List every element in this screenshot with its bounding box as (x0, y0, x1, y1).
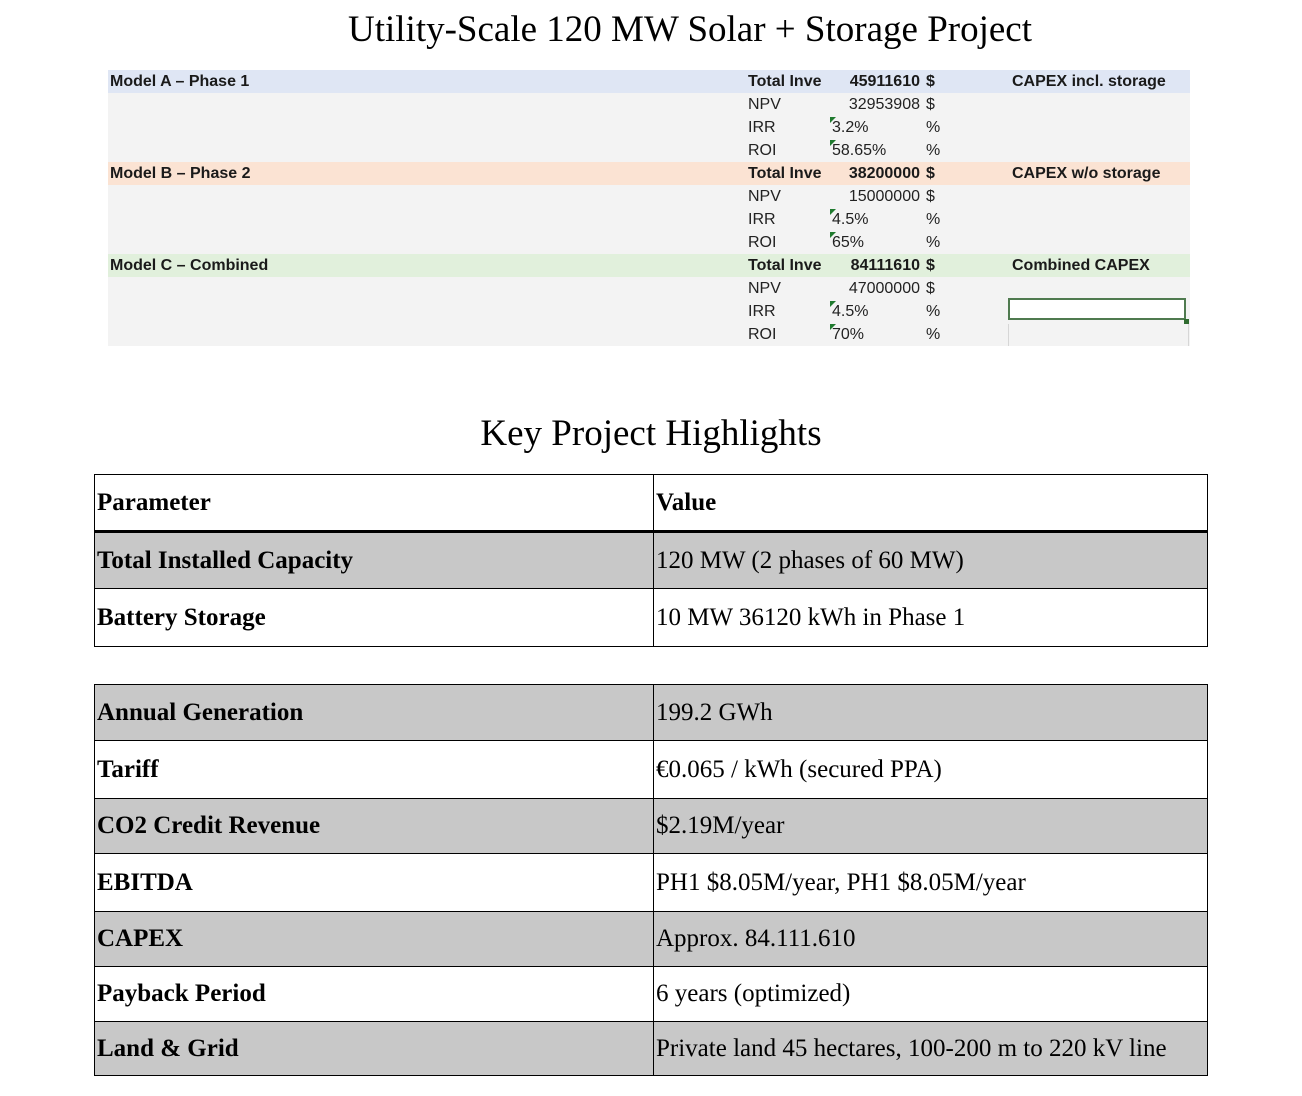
row-parameter: CO2 Credit Revenue (94, 798, 654, 854)
row-parameter: Land & Grid (94, 1021, 654, 1076)
header-value: Value (653, 474, 1208, 533)
table-row: Battery Storage 10 MW 36120 kWh in Phase… (94, 588, 1208, 647)
model-c-roi-value: 70% (832, 326, 865, 343)
model-b-body (108, 185, 1190, 254)
table-row: EBITDA PH1 $8.05M/year, PH1 $8.05M/year (94, 853, 1208, 912)
row-value: Private land 45 hectares, 100-200 m to 2… (653, 1021, 1208, 1076)
row-parameter: Battery Storage (94, 588, 654, 647)
model-a-total-label: Total Inve (748, 73, 822, 90)
model-c-npv-unit: $ (926, 280, 935, 297)
row-value: 199.2 GWh (653, 684, 1208, 741)
model-a-npv-value: 32953908 (848, 96, 920, 113)
number-as-text-flag-icon (830, 117, 836, 123)
model-a-roi-unit: % (926, 142, 941, 159)
row-value: $2.19M/year (653, 798, 1208, 854)
model-b-total-unit: $ (926, 165, 935, 182)
row-value: €0.065 / kWh (secured PPA) (653, 740, 1208, 799)
row-parameter: Annual Generation (94, 684, 654, 741)
table-row: Land & Grid Private land 45 hectares, 10… (94, 1021, 1208, 1076)
model-c-irr-value: 4.5% (832, 303, 869, 320)
model-a-total-unit: $ (926, 73, 935, 90)
row-parameter: Total Installed Capacity (94, 531, 654, 589)
row-value: 120 MW (2 phases of 60 MW) (653, 531, 1208, 589)
model-b-npv-label: NPV (748, 188, 781, 205)
model-a-note: CAPEX incl. storage (1012, 73, 1166, 90)
model-c-total-unit: $ (926, 257, 935, 274)
model-c-name: Model C – Combined (110, 257, 269, 274)
number-as-text-flag-icon (830, 301, 836, 307)
model-b-irr-unit: % (926, 211, 941, 228)
fill-handle[interactable] (1184, 319, 1189, 324)
model-a-total-value: 45911610 (849, 73, 920, 90)
model-a-npv-unit: $ (926, 96, 935, 113)
number-as-text-flag-icon (830, 324, 836, 330)
model-b-total-value: 38200000 (848, 165, 920, 182)
model-c-total-value: 84111610 (850, 257, 920, 274)
table-row: CO2 Credit Revenue $2.19M/year (94, 798, 1208, 854)
highlights-table-1: Parameter Value Total Installed Capacity… (94, 474, 1208, 647)
column-gridline (1188, 324, 1189, 346)
model-b-roi-unit: % (926, 234, 941, 251)
model-a-irr-value: 3.2% (832, 119, 869, 136)
header-parameter: Parameter (94, 474, 654, 533)
model-c-header-row (108, 254, 1190, 277)
row-value: PH1 $8.05M/year, PH1 $8.05M/year (653, 853, 1208, 912)
selected-cell[interactable] (1008, 298, 1186, 320)
row-parameter: CAPEX (94, 911, 654, 967)
model-b-irr-value: 4.5% (832, 211, 869, 228)
model-c-npv-value: 47000000 (848, 280, 920, 297)
model-a-header-row (108, 70, 1190, 93)
model-c-roi-label: ROI (748, 326, 777, 343)
row-value: 10 MW 36120 kWh in Phase 1 (653, 588, 1208, 647)
number-as-text-flag-icon (830, 209, 836, 215)
model-c-roi-unit: % (926, 326, 941, 343)
table-header-row: Parameter Value (94, 474, 1208, 533)
model-a-roi-value: 58.65% (832, 142, 887, 159)
model-c-note: Combined CAPEX (1012, 257, 1150, 274)
table-row: Total Installed Capacity 120 MW (2 phase… (94, 531, 1208, 589)
highlights-table-2: Annual Generation 199.2 GWh Tariff €0.06… (94, 684, 1208, 1076)
model-b-total-label: Total Inve (748, 165, 822, 182)
model-a-roi-label: ROI (748, 142, 777, 159)
model-b-irr-label: IRR (748, 211, 776, 228)
model-c-irr-label: IRR (748, 303, 776, 320)
table-row: Tariff €0.065 / kWh (secured PPA) (94, 740, 1208, 799)
row-parameter: Payback Period (94, 966, 654, 1022)
model-a-body (108, 93, 1190, 162)
model-a-npv-label: NPV (748, 96, 781, 113)
model-c-npv-label: NPV (748, 280, 781, 297)
model-a-irr-unit: % (926, 119, 941, 136)
column-gridline (1008, 324, 1009, 346)
row-value: 6 years (optimized) (653, 966, 1208, 1022)
model-c-irr-unit: % (926, 303, 941, 320)
model-b-header-row (108, 162, 1190, 185)
model-c-total-label: Total Inve (748, 257, 822, 274)
row-parameter: EBITDA (94, 853, 654, 912)
number-as-text-flag-icon (830, 232, 836, 238)
model-a-name: Model A – Phase 1 (110, 73, 250, 90)
table-row: Payback Period 6 years (optimized) (94, 966, 1208, 1022)
table-row: Annual Generation 199.2 GWh (94, 684, 1208, 741)
model-b-npv-value: 15000000 (848, 188, 920, 205)
model-b-npv-unit: $ (926, 188, 935, 205)
model-a-irr-label: IRR (748, 119, 776, 136)
number-as-text-flag-icon (830, 140, 836, 146)
model-b-name: Model B – Phase 2 (110, 165, 251, 182)
highlights-title: Key Project Highlights (480, 413, 822, 454)
model-b-note: CAPEX w/o storage (1012, 165, 1161, 182)
page-title: Utility-Scale 120 MW Solar + Storage Pro… (347, 9, 1032, 50)
row-value: Approx. 84.111.610 (653, 911, 1208, 967)
model-b-roi-label: ROI (748, 234, 777, 251)
table-row: CAPEX Approx. 84.111.610 (94, 911, 1208, 967)
row-parameter: Tariff (94, 740, 654, 799)
spreadsheet-snippet: Model A – Phase 1 Total Inve 45911610 $ … (108, 70, 1190, 346)
model-b-roi-value: 65% (832, 234, 865, 251)
